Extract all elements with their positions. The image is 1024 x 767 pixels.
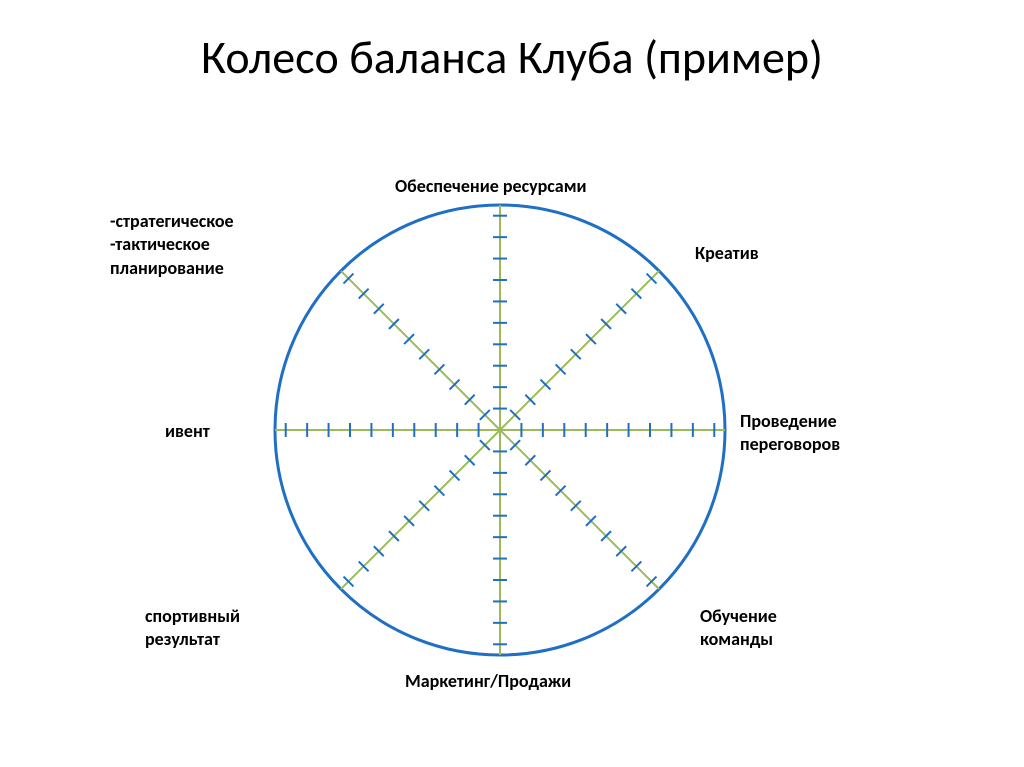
wheel-spoke	[341, 271, 500, 430]
wheel-label-bottom_right: Обучениекоманды	[700, 605, 777, 652]
wheel-label-bottom_left: спортивныйрезультат	[145, 605, 240, 652]
wheel-diagram: Обеспечение ресурсами Креатив Проведениепе…	[0, 115, 1024, 755]
wheel-label-left: ивент	[165, 420, 210, 443]
wheel-label-top_left: -стратегическое-тактическоепланирование	[110, 210, 234, 280]
wheel-spoke	[341, 430, 500, 589]
page-title: Колесо баланса Клуба (пример)	[0, 30, 1024, 86]
wheel-spoke	[500, 430, 659, 589]
wheel-spoke	[500, 271, 659, 430]
wheel-label-top_right: Креатив	[695, 242, 759, 265]
wheel-label-bottom: Маркетинг/Продажи	[405, 670, 571, 693]
wheel-label-right: Проведениепереговоров	[740, 410, 840, 457]
wheel-label-top: Обеспечение ресурсами	[395, 175, 587, 198]
